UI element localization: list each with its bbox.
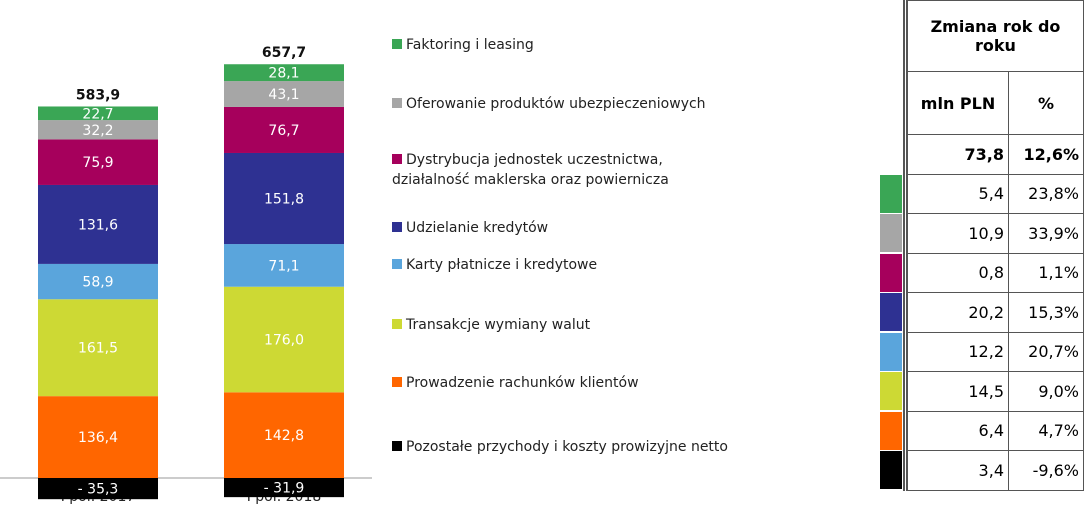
row-swatch xyxy=(880,372,902,410)
legend-item: Dystrybucja jednostek uczestnictwa, dzia… xyxy=(392,150,742,190)
column-header: % xyxy=(1008,71,1084,135)
data-label: 58,9 xyxy=(82,275,113,291)
table: Zmiana rok do roku mln PLN% 73,8 12,6% 5,4… xyxy=(903,0,1084,491)
data-label: 176,0 xyxy=(264,333,304,349)
bar-segment xyxy=(224,64,344,82)
data-label: - 35,3 xyxy=(78,482,119,498)
table-cell: 20,7% xyxy=(1008,331,1084,372)
table-row: 3,4 -9,6% xyxy=(905,450,1084,491)
row-swatch xyxy=(880,333,902,371)
legend-label: Transakcje wymiany walut xyxy=(406,317,591,333)
table-cell: 0,8 xyxy=(905,252,1009,293)
bar-segment xyxy=(224,106,344,153)
legend-item: Oferowanie produktów ubezpieczeniowych xyxy=(392,94,752,114)
legend-label: Udzielanie kredytów xyxy=(406,220,549,236)
data-label: 151,8 xyxy=(264,192,304,208)
legend-item: Faktoring i leasing xyxy=(392,35,752,55)
legend-label: Karty płatnicze i kredytowe xyxy=(406,257,598,273)
row-swatch xyxy=(880,412,902,450)
table-cell: 3,4 xyxy=(905,450,1009,491)
legend-swatch xyxy=(392,441,402,451)
legend-item: Udzielanie kredytów xyxy=(392,218,752,238)
bar-segment xyxy=(224,478,344,498)
table-cell: 23,8% xyxy=(1008,173,1084,214)
data-label: 32,2 xyxy=(82,123,113,139)
table-cell: 5,4 xyxy=(905,173,1009,214)
chart: I pół. 2017- 35,3136,4161,558,9131,675,9… xyxy=(0,45,372,505)
legend-item: Pozostałe przychody i koszty prowizyjne … xyxy=(392,437,742,457)
table-row: 12,2 20,7% xyxy=(905,331,1084,372)
total-label: 583,9 xyxy=(76,87,120,103)
data-label: 75,9 xyxy=(82,155,113,171)
legend-swatch xyxy=(392,39,402,49)
bar-segment xyxy=(38,106,158,121)
legend-swatch xyxy=(392,222,402,232)
table-row: 20,2 15,3% xyxy=(905,292,1084,333)
legend-swatch xyxy=(392,98,402,108)
legend-label: Prowadzenie rachunków klientów xyxy=(406,375,639,391)
table-row: 6,4 4,7% xyxy=(905,410,1084,451)
row-swatch xyxy=(880,293,902,331)
bar-segment xyxy=(224,244,344,287)
bar-segment xyxy=(224,152,344,245)
column-header: mln PLN xyxy=(905,71,1009,135)
table-row: 5,4 23,8% xyxy=(905,173,1084,214)
legend-item: Karty płatnicze i kredytowe xyxy=(392,255,752,275)
legend-label: Faktoring i leasing xyxy=(406,37,534,53)
table-cell: 4,7% xyxy=(1008,410,1084,451)
table-cell: 33,9% xyxy=(1008,213,1084,254)
table-cell: 9,0% xyxy=(1008,371,1084,412)
legend-label: Oferowanie produktów ubezpieczeniowych xyxy=(406,96,706,112)
total-label: 657,7 xyxy=(262,45,306,61)
bar-segment xyxy=(38,396,158,478)
data-label: 131,6 xyxy=(78,217,118,233)
bar-segment xyxy=(38,184,158,264)
table-cell: 73,8 xyxy=(905,134,1009,175)
bar-segment xyxy=(224,392,344,478)
legend-item: Prowadzenie rachunków klientów xyxy=(392,373,752,393)
data-label: 43,1 xyxy=(268,87,299,103)
table-cell: 12,6% xyxy=(1008,134,1084,175)
row-swatch xyxy=(880,254,902,292)
table-row: 10,9 33,9% xyxy=(905,213,1084,254)
table-row: 14,5 9,0% xyxy=(905,371,1084,412)
table-cell: 14,5 xyxy=(905,371,1009,412)
row-swatch xyxy=(880,214,902,252)
table-cell: 1,1% xyxy=(1008,252,1084,293)
table-cell: 12,2 xyxy=(905,331,1009,372)
legend-swatch xyxy=(392,259,402,269)
bar-segment xyxy=(38,478,158,500)
legend-swatch xyxy=(392,319,402,329)
legend-label: Pozostałe przychody i koszty prowizyjne … xyxy=(406,439,728,455)
legend-label: Dystrybucja jednostek uczestnictwa, dzia… xyxy=(392,152,669,188)
table-cell: 20,2 xyxy=(905,292,1009,333)
table-header: Zmiana rok do roku xyxy=(905,0,1084,72)
data-label: 28,1 xyxy=(268,66,299,82)
legend-swatch xyxy=(392,377,402,387)
data-label: 161,5 xyxy=(78,341,118,357)
bar-segment xyxy=(224,81,344,107)
bar-segment xyxy=(224,286,344,393)
table-row: 0,8 1,1% xyxy=(905,252,1084,293)
row-swatch xyxy=(880,451,902,489)
row-swatch xyxy=(880,175,902,213)
table-cell: 6,4 xyxy=(905,410,1009,451)
table-cell: 15,3% xyxy=(1008,292,1084,333)
legend-item: Transakcje wymiany walut xyxy=(392,315,752,335)
bar-segment xyxy=(38,120,158,140)
table-cell: -9,6% xyxy=(1008,450,1084,491)
data-label: 71,1 xyxy=(268,258,299,274)
data-label: - 31,9 xyxy=(264,481,305,497)
bar-segment xyxy=(38,139,158,185)
table-row: 73,8 12,6% xyxy=(905,134,1084,175)
data-label: 136,4 xyxy=(78,430,118,446)
legend-swatch xyxy=(392,154,402,164)
data-label: 142,8 xyxy=(264,428,304,444)
data-label: 76,7 xyxy=(268,123,299,139)
table-cell: 10,9 xyxy=(905,213,1009,254)
bar-segment xyxy=(38,263,158,300)
data-label: 22,7 xyxy=(82,106,113,122)
bar-segment xyxy=(38,299,158,397)
